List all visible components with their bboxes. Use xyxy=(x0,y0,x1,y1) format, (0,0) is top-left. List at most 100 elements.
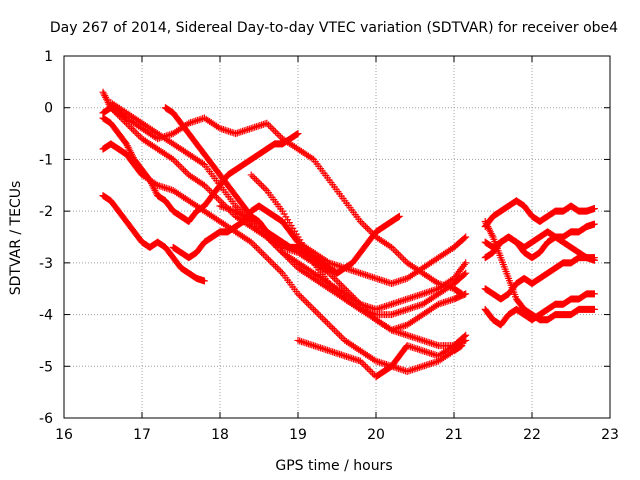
data-point xyxy=(485,224,493,232)
data-point xyxy=(363,224,371,232)
data-point xyxy=(152,188,160,196)
plot-frame xyxy=(63,55,611,419)
data-point xyxy=(322,317,330,325)
data-point xyxy=(362,223,370,231)
data-point xyxy=(268,124,276,132)
data-point xyxy=(110,107,118,115)
data-point xyxy=(363,364,371,372)
data-point xyxy=(367,367,375,375)
series-track-7 xyxy=(161,104,403,277)
data-point xyxy=(462,331,470,339)
y-tick-label: -3 xyxy=(39,256,53,272)
data-point xyxy=(395,212,403,220)
data-point xyxy=(123,142,131,150)
data-point xyxy=(247,171,255,179)
x-tick-label: 22 xyxy=(523,427,541,443)
data-point xyxy=(323,319,331,327)
data-point xyxy=(334,330,342,338)
data-point xyxy=(355,299,363,307)
data-point xyxy=(386,325,394,333)
data-point xyxy=(249,173,257,181)
data-point xyxy=(180,166,188,174)
data-point xyxy=(330,326,338,334)
series-track-6 xyxy=(99,140,466,375)
y-tick-label: -6 xyxy=(39,411,53,427)
data-point xyxy=(395,250,403,258)
data-point xyxy=(313,309,321,317)
data-point xyxy=(256,180,264,188)
data-point xyxy=(323,258,331,266)
x-tick-label: 20 xyxy=(367,427,385,443)
x-tick-label: 19 xyxy=(289,427,307,443)
data-point xyxy=(115,112,123,120)
data-point xyxy=(121,118,129,126)
data-point xyxy=(590,256,598,264)
data-point xyxy=(433,301,441,309)
data-point xyxy=(391,247,399,255)
y-axis-label: SDTVAR / TECUs xyxy=(8,181,24,296)
data-point xyxy=(332,328,340,336)
data-point xyxy=(129,126,137,134)
data-point xyxy=(254,245,262,253)
data-point xyxy=(590,205,598,213)
data-point xyxy=(261,185,269,193)
data-point xyxy=(273,130,281,138)
data-point xyxy=(112,109,120,117)
data-point xyxy=(487,230,495,238)
data-point xyxy=(251,221,259,229)
data-point xyxy=(133,130,141,138)
data-point xyxy=(365,226,373,234)
data-point xyxy=(332,276,340,284)
data-point xyxy=(303,299,311,307)
data-point xyxy=(462,290,470,298)
data-point xyxy=(360,221,368,229)
data-point xyxy=(277,267,285,275)
data-point xyxy=(296,292,304,300)
data-point xyxy=(266,236,274,244)
data-point xyxy=(482,219,490,227)
data-point xyxy=(462,259,470,267)
data-point xyxy=(460,234,468,242)
data-point xyxy=(458,342,466,350)
grid xyxy=(64,56,610,418)
data-point xyxy=(317,312,325,320)
axis-ticks: 16 17 18 19 20 21 22 23 1 0 -1 -2 -3 -4 -5 -6 xyxy=(39,49,619,443)
data-point xyxy=(311,307,319,315)
data-point xyxy=(398,254,406,262)
data-point xyxy=(370,356,378,364)
data-point xyxy=(200,277,208,285)
data-point xyxy=(102,95,110,103)
x-axis-label: GPS time / hours xyxy=(275,458,392,474)
data-point xyxy=(204,185,212,193)
data-point xyxy=(396,252,404,260)
data-point xyxy=(126,147,134,155)
data-point xyxy=(270,126,278,134)
data-point xyxy=(256,226,264,234)
data-point xyxy=(358,219,366,227)
x-tick-label: 17 xyxy=(133,427,151,443)
data-point xyxy=(173,159,181,167)
series-track-14 xyxy=(481,228,598,262)
data-point xyxy=(362,362,370,370)
data-point xyxy=(315,311,323,319)
data-point xyxy=(176,162,184,170)
data-point xyxy=(152,180,160,188)
data-point xyxy=(252,243,260,251)
series-track-17 xyxy=(481,217,598,324)
series-track-11 xyxy=(216,202,470,313)
data-point xyxy=(336,280,344,288)
data-point xyxy=(336,331,344,339)
data-point xyxy=(356,357,364,365)
data-point xyxy=(301,297,309,305)
y-tick-label: -2 xyxy=(39,204,53,220)
y-tick-label: -5 xyxy=(39,359,53,375)
data-point xyxy=(460,261,468,269)
data-point xyxy=(590,305,598,313)
data-point xyxy=(320,316,328,324)
data-point xyxy=(259,183,267,191)
data-point xyxy=(337,333,345,341)
data-point xyxy=(258,181,266,189)
data-point xyxy=(433,278,441,286)
data-point xyxy=(271,262,279,270)
